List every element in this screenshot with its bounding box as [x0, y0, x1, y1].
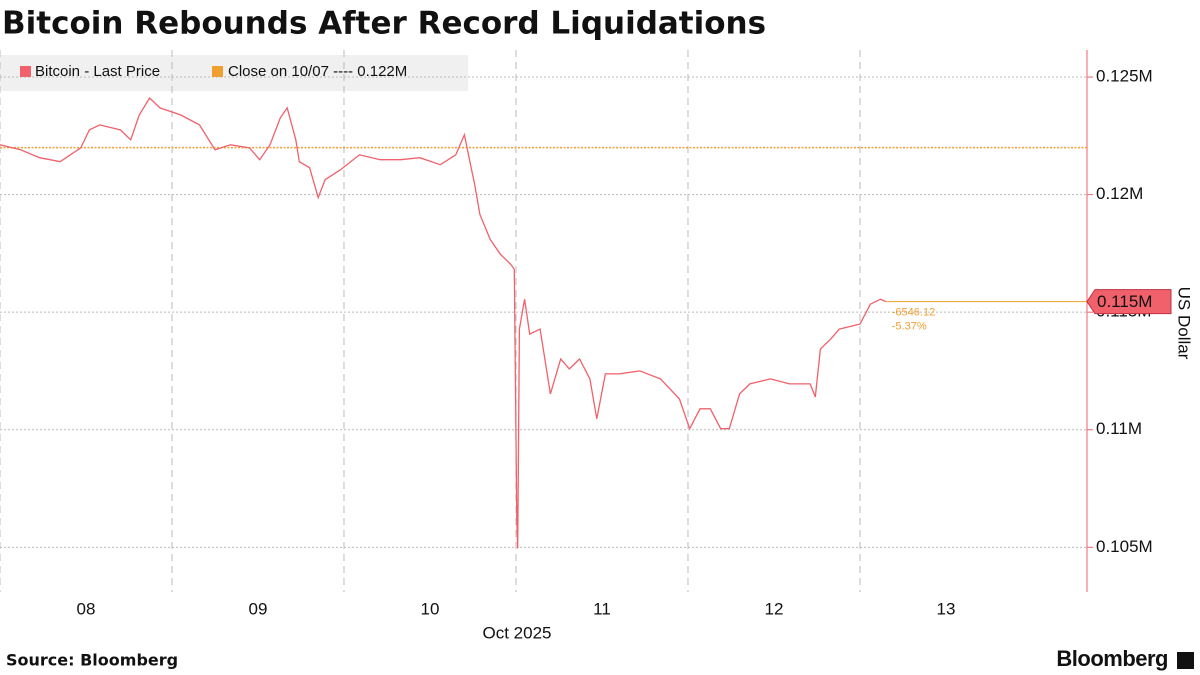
source: Source: Bloomberg: [6, 651, 178, 670]
chart-title: Bitcoin Rebounds After Record Liquidatio…: [2, 6, 766, 42]
x-axis-label: Oct 2025: [483, 623, 552, 642]
y-tick-label: 0.12M: [1096, 184, 1143, 203]
brand-icon: [1177, 652, 1194, 669]
price-line: [0, 96, 887, 549]
x-tick-label: 09: [249, 599, 268, 618]
y-tick-label: 0.105M: [1096, 537, 1153, 556]
legend-box: [0, 55, 468, 91]
y-axis-label: US Dollar: [1175, 287, 1194, 360]
change-pct-label: -5.37%: [892, 321, 927, 333]
change-label: -6546.12: [892, 307, 935, 319]
last-price-tag: [1086, 289, 1172, 315]
y-tick-label: 0.11M: [1096, 419, 1142, 438]
last-price-label: 0.115M: [1097, 292, 1152, 311]
legend-swatch: [20, 66, 31, 77]
x-tick-label: 11: [593, 599, 611, 618]
brand: Bloomberg: [1056, 646, 1168, 671]
x-tick-label: 08: [77, 599, 96, 618]
legend-label: Close on 10/07 ---- 0.122M: [228, 63, 407, 80]
legend-label: Bitcoin - Last Price: [35, 63, 160, 80]
x-tick-label: 12: [765, 599, 784, 618]
y-tick-label: 0.125M: [1096, 67, 1153, 86]
legend-swatch: [212, 66, 223, 77]
x-tick-label: 10: [421, 599, 440, 618]
x-tick-label: 13: [937, 599, 956, 618]
